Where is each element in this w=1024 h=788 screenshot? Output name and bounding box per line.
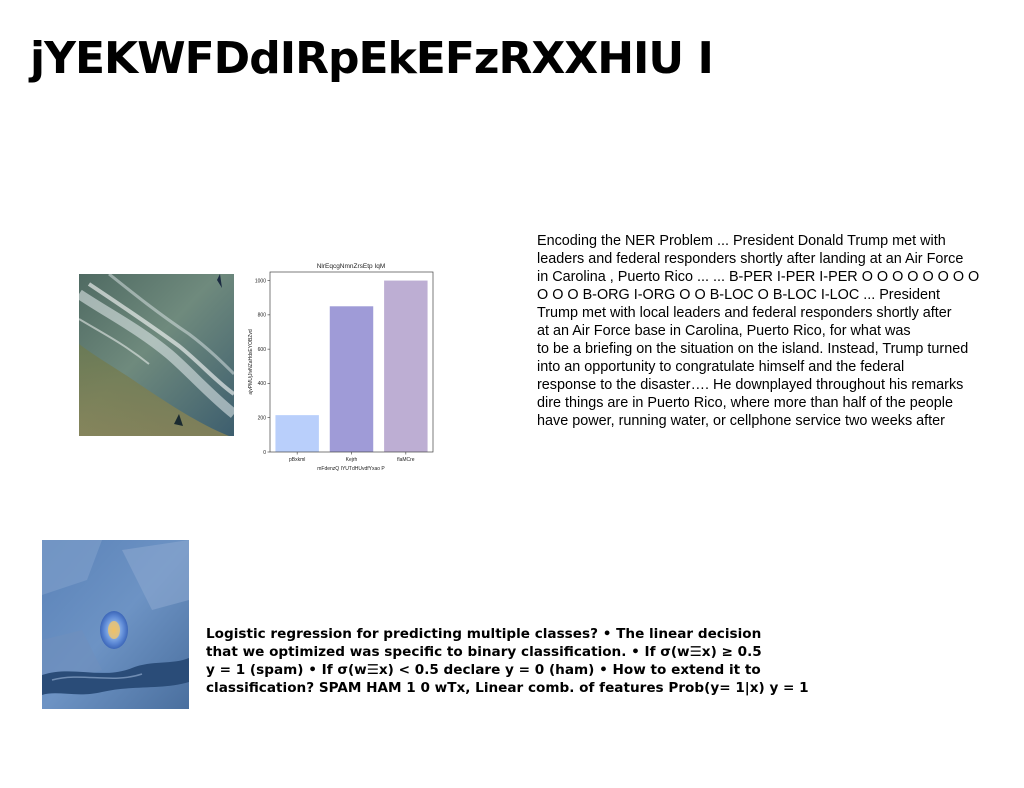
chart-bar-pBxkml — [275, 415, 319, 452]
paragraph-line: Logistic regression for predicting multi… — [206, 626, 762, 642]
ner-encoding-paragraph: Encoding the NER Problem ... President D… — [537, 232, 1023, 430]
aerial-terrain-photo — [42, 540, 189, 709]
paragraph-line: that we optimized was specific to binary… — [206, 644, 762, 660]
bar-chart: NlrEqcgNmnZrsEtp IqM ajvPMUjJivNZaHdxEYO… — [238, 256, 440, 478]
chart-bar-flaMCre — [384, 280, 428, 452]
chart-x-tick-label: pBxkml — [289, 457, 305, 463]
paragraph-line: dire things are in Puerto Rico, where mo… — [537, 395, 953, 411]
chart-x-axis-label: mFdenzQ IYUTdHUvdfYxao P — [317, 466, 385, 472]
paragraph-line: at an Air Force base in Carolina, Puerto… — [537, 323, 911, 339]
chart-x-tick-label: Kejrh — [346, 457, 358, 463]
paragraph-line: y = 1 (spam) • If σ(w☰x) < 0.5 declare y… — [206, 662, 761, 678]
chart-x-tick-label: flaMCre — [397, 457, 415, 463]
coastline-aerial-photo — [79, 274, 234, 436]
chart-y-axis-label: ajvPMUjJivNZaHdxEYOBZvd — [248, 329, 254, 395]
chart-y-tick-label: 200 — [258, 416, 267, 422]
paragraph-line: have power, running water, or cellphone … — [537, 413, 945, 429]
paragraph-line: classification? SPAM HAM 1 0 wTx, Linear… — [206, 680, 809, 696]
chart-plot-frame — [269, 271, 434, 453]
paragraph-line: response to the disaster…. He downplayed… — [537, 377, 964, 393]
paragraph-line: into an opportunity to congratulate hims… — [537, 359, 905, 375]
paragraph-line: Trump met with local leaders and federal… — [537, 305, 952, 321]
chart-y-tick-label: 800 — [258, 313, 267, 319]
slide-title: jYEKWFDdIRpEkEFzRXXHIU I — [30, 33, 714, 84]
chart-title: NlrEqcgNmnZrsEtp IqM — [317, 263, 386, 270]
chart-bar-Kejrh — [329, 306, 374, 452]
logistic-regression-paragraph: Logistic regression for predicting multi… — [206, 625, 846, 697]
paragraph-line: to be a briefing on the situation on the… — [537, 341, 969, 357]
chart-y-tick-label: 0 — [263, 450, 266, 456]
paragraph-line: O O O B-ORG I-ORG O O B-LOC O B-LOC I-LO… — [537, 287, 941, 303]
paragraph-line: leaders and federal responders shortly a… — [537, 251, 964, 267]
chart-y-tick-label: 600 — [258, 347, 267, 353]
paragraph-line: in Carolina , Puerto Rico ... ... B-PER … — [537, 269, 980, 285]
paragraph-line: Encoding the NER Problem ... President D… — [537, 233, 946, 249]
chart-y-tick-label: 400 — [258, 381, 267, 387]
chart-y-tick-label: 1000 — [255, 278, 266, 284]
